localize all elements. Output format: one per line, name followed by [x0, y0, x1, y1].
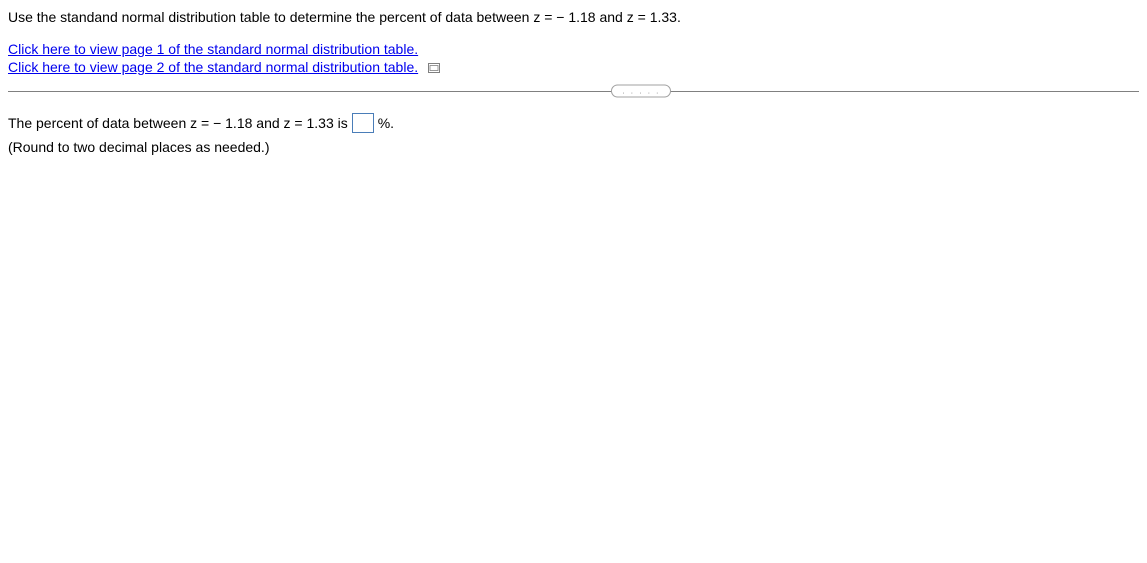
- answer-prefix-text: The percent of data between z = − 1.18 a…: [8, 112, 348, 134]
- question-prompt: Use the standand normal distribution tab…: [8, 8, 1139, 28]
- answer-section: The percent of data between z = − 1.18 a…: [8, 112, 1139, 159]
- divider-line: [8, 91, 1139, 92]
- answer-line: The percent of data between z = − 1.18 a…: [8, 112, 1139, 134]
- links-section: Click here to view page 1 of the standar…: [8, 40, 1139, 76]
- popup-icon[interactable]: [428, 60, 440, 76]
- answer-suffix-text: %.: [378, 112, 394, 134]
- divider: . . . . .: [8, 84, 1139, 98]
- divider-expand-button[interactable]: . . . . .: [611, 85, 671, 98]
- answer-input[interactable]: [352, 113, 374, 133]
- link-table-page2[interactable]: Click here to view page 2 of the standar…: [8, 59, 418, 75]
- rounding-note: (Round to two decimal places as needed.): [8, 136, 1139, 158]
- link-table-page1[interactable]: Click here to view page 1 of the standar…: [8, 41, 418, 57]
